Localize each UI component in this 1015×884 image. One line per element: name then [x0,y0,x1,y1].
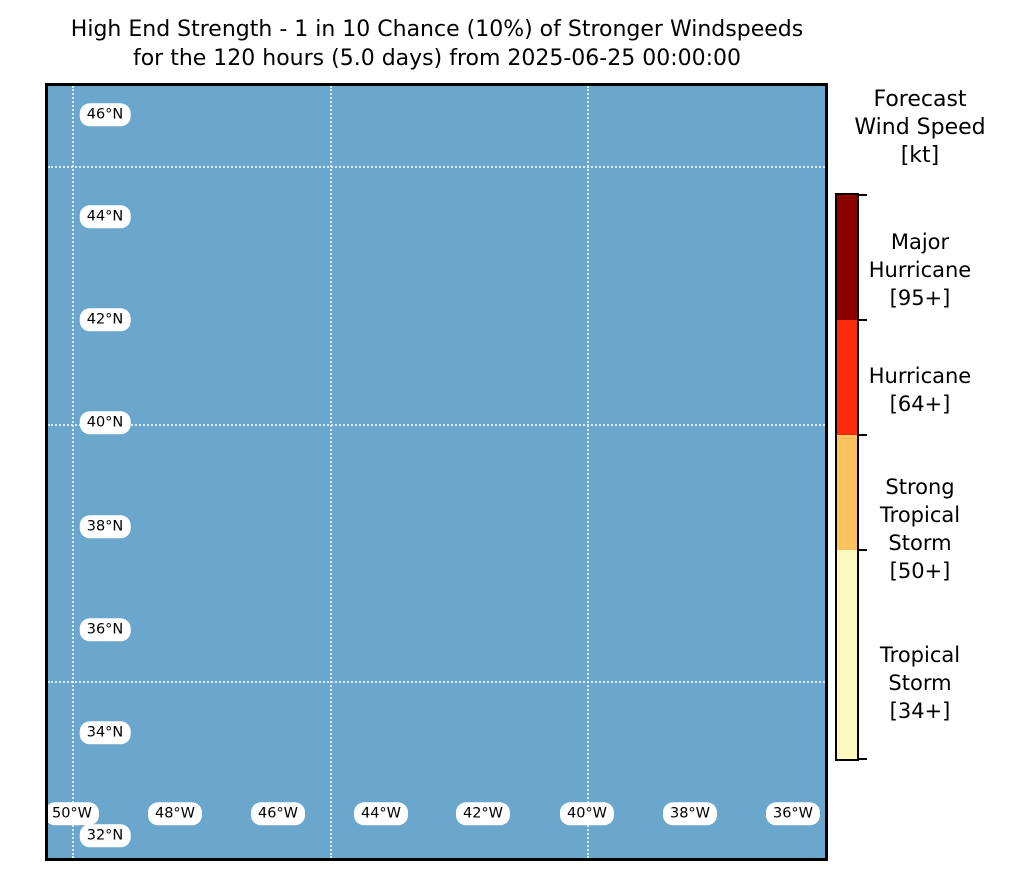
colorbar-label-strong-tropical-storm: Strong Tropical Storm [50+] [835,473,1005,585]
colorbar-tick-bottom [859,758,867,760]
label-line: Tropical [879,503,961,527]
lat-label-44n: 44°N [79,205,131,229]
colorbar [835,193,859,761]
label-line: Strong [885,475,955,499]
gridline-meridian-50w [72,86,74,858]
label-line: Hurricane [868,258,972,282]
colorbar-segment-hurricane [837,320,857,435]
gridline-meridian-45w [330,86,332,858]
label-line: Storm [888,671,952,695]
colorbar-label-hurricane: Hurricane [64+] [835,362,1005,418]
lat-label-46n: 46°N [79,103,131,127]
colorbar-title-line1: Forecast [873,87,967,112]
label-line: [95+] [889,286,951,310]
colorbar-title-line2: Wind Speed [854,115,986,140]
label-line: [34+] [889,699,951,723]
figure-title-line1: High End Strength - 1 in 10 Chance (10%)… [70,17,804,42]
lon-label-40w: 40°W [559,802,615,826]
lon-label-36w: 36°W [765,802,821,826]
lon-label-44w: 44°W [353,802,409,826]
lat-label-40n: 40°N [79,411,131,435]
lat-label-32n: 32°N [79,824,131,848]
lat-label-42n: 42°N [79,308,131,332]
lon-label-50w: 50°W [48,802,100,826]
colorbar-title-line3: [kt] [900,143,940,168]
colorbar-label-major-hurricane: Major Hurricane [95+] [835,228,1005,312]
label-line: Hurricane [868,364,972,388]
lon-label-38w: 38°W [662,802,718,826]
lat-label-36n: 36°N [79,618,131,642]
colorbar-segment-tropical-storm [837,550,857,759]
map-area: 50°W 48°W 46°W 44°W 42°W 40°W 38°W 36°W … [45,83,828,861]
lon-label-42w: 42°W [455,802,511,826]
label-line: [50+] [889,559,951,583]
colorbar-segment-strong-tropical-storm [837,435,857,550]
label-line: [64+] [889,392,951,416]
lat-label-38n: 38°N [79,515,131,539]
label-line: Tropical [879,643,961,667]
gridline-parallel-45n [48,166,825,168]
lon-label-46w: 46°W [250,802,306,826]
figure-title-line2: for the 120 hours (5.0 days) from 2025-0… [132,46,742,71]
label-line: Major [890,230,950,254]
label-line: Storm [888,531,952,555]
figure-title: High End Strength - 1 in 10 Chance (10%)… [45,15,829,73]
gridline-parallel-40n [48,424,825,426]
colorbar-tick-64kt [859,434,867,436]
colorbar-tick-50kt [859,549,867,551]
colorbar-tick-top [859,194,867,196]
colorbar-label-tropical-storm: Tropical Storm [34+] [835,641,1005,725]
lon-label-48w: 48°W [147,802,203,826]
colorbar-tick-95kt [859,319,867,321]
gridline-meridian-40w [587,86,589,858]
colorbar-segment-major-hurricane [837,195,857,320]
colorbar-title: Forecast Wind Speed [kt] [835,86,1005,170]
gridline-parallel-35n [48,681,825,683]
lat-label-34n: 34°N [79,721,131,745]
